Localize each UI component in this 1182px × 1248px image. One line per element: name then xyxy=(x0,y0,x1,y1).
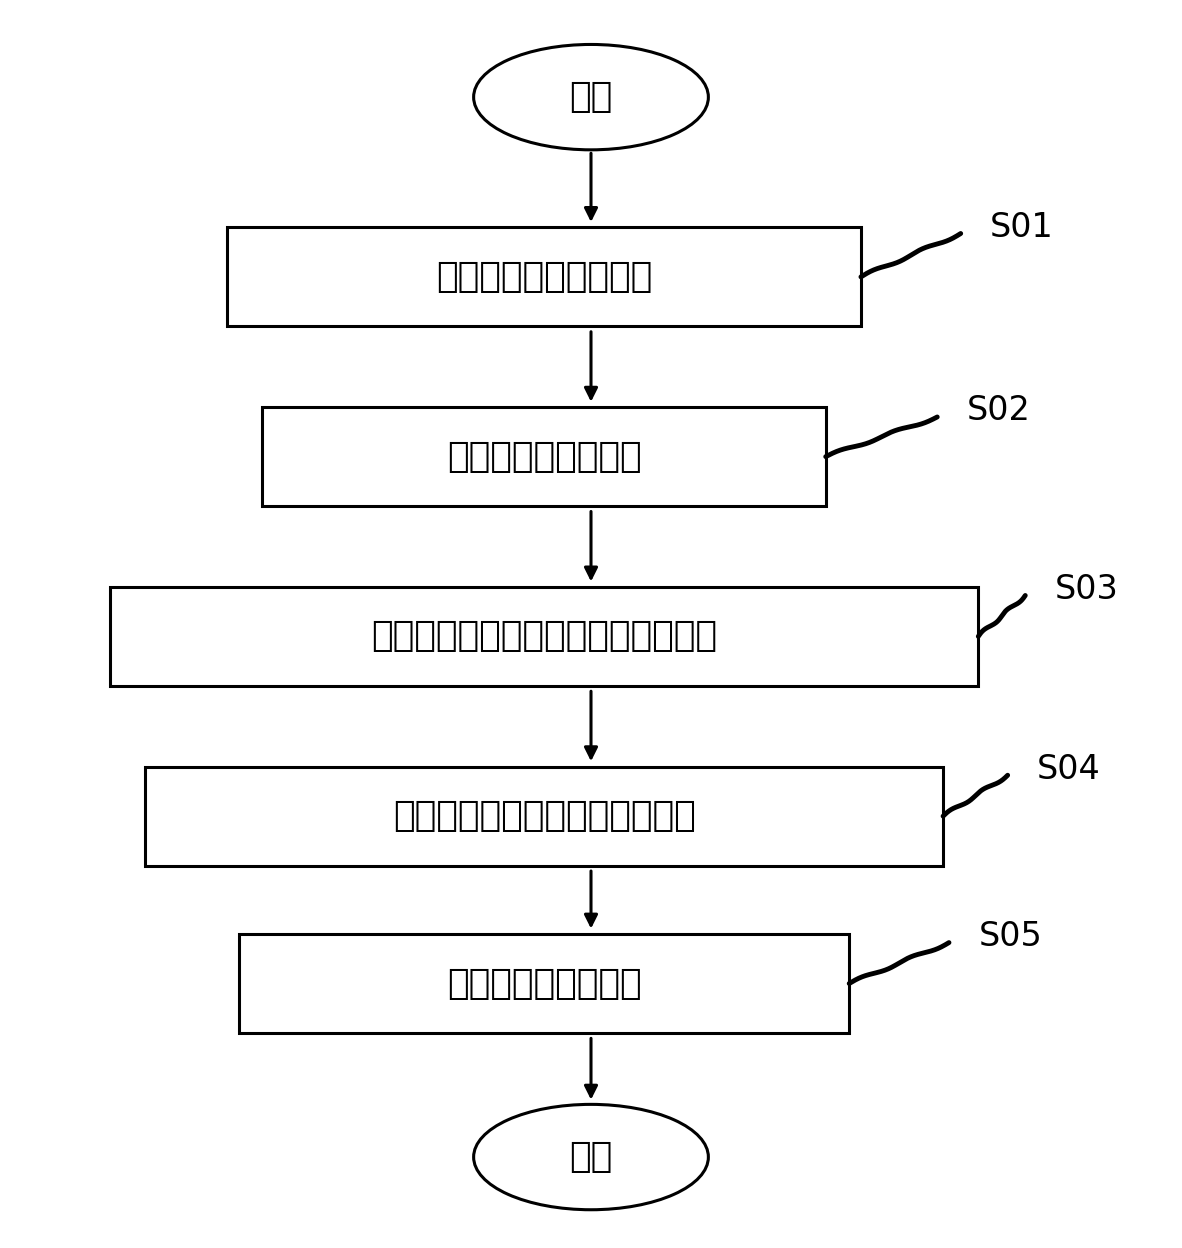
Text: S05: S05 xyxy=(979,920,1043,953)
FancyBboxPatch shape xyxy=(239,934,849,1033)
Text: 收集未完成产品的信息: 收集未完成产品的信息 xyxy=(436,260,652,293)
FancyBboxPatch shape xyxy=(262,407,826,507)
Ellipse shape xyxy=(474,1104,708,1209)
Text: 在产品信息结点中记录相关时间信息: 在产品信息结点中记录相关时间信息 xyxy=(371,619,717,654)
FancyBboxPatch shape xyxy=(227,227,860,327)
Text: 在工序信息结点中记录容量信息: 在工序信息结点中记录容量信息 xyxy=(392,799,695,834)
FancyBboxPatch shape xyxy=(145,766,943,866)
Text: 生成未完成产品路径: 生成未完成产品路径 xyxy=(447,439,642,474)
Text: 开始: 开始 xyxy=(570,80,612,114)
FancyBboxPatch shape xyxy=(110,587,979,686)
Text: S02: S02 xyxy=(967,394,1031,427)
Ellipse shape xyxy=(474,45,708,150)
Text: S04: S04 xyxy=(1037,753,1100,785)
Text: 输出产线整体状态图: 输出产线整体状态图 xyxy=(447,966,642,1001)
Text: 结束: 结束 xyxy=(570,1141,612,1174)
Text: S01: S01 xyxy=(991,211,1054,243)
Text: S03: S03 xyxy=(1054,573,1118,605)
